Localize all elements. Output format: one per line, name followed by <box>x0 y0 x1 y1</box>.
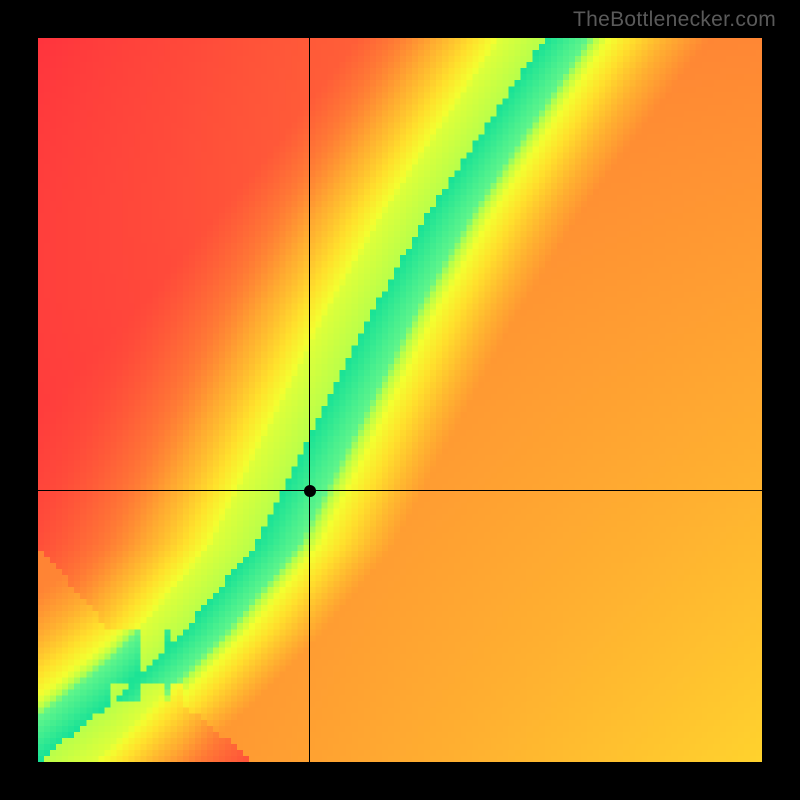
heatmap-canvas <box>38 38 762 762</box>
marker-dot <box>304 485 316 497</box>
crosshair-vertical <box>309 38 310 762</box>
heatmap-plot <box>38 38 762 762</box>
attribution-text: TheBottlenecker.com <box>573 8 776 32</box>
crosshair-horizontal <box>38 490 762 491</box>
